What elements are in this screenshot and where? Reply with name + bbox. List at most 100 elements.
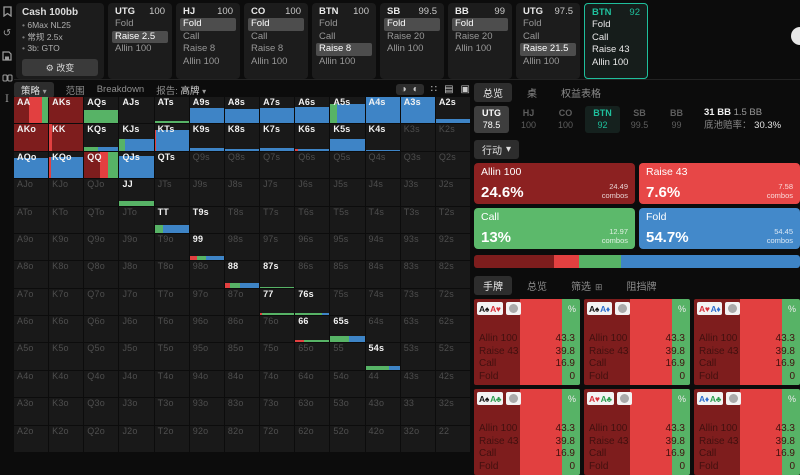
hand-cell-AKs[interactable]: AKs (49, 97, 84, 124)
hand-cell-76s[interactable]: 76s (295, 288, 330, 316)
hand-cell-Q2s[interactable]: Q2s (435, 151, 470, 179)
hand-cell-A6o[interactable]: A6o (14, 316, 49, 343)
hand-cell-Q8o[interactable]: Q8o (84, 261, 119, 288)
hand-cell-86s[interactable]: 86s (295, 261, 330, 288)
combo-cell[interactable]: A♠ A♣% Allin 100 43.3 Raise 43 39.8 Call 16.9 Fo… (474, 389, 580, 475)
hand-cell-52o[interactable]: 52o (330, 425, 365, 452)
hand-cell-75o[interactable]: 75o (260, 343, 295, 370)
hand-cell-QJo[interactable]: QJo (84, 179, 119, 206)
contrast-icon[interactable]: ◐ (412, 84, 419, 95)
hand-cell-J2s[interactable]: J2s (435, 179, 470, 206)
hand-cell-85o[interactable]: 85o (224, 343, 260, 370)
action-option[interactable]: Raise 8 (251, 43, 284, 54)
action-card-call[interactable]: Call 13% 12.97 combos (474, 208, 635, 249)
hand-cell-A3o[interactable]: A3o (14, 398, 49, 425)
hand-cell-32s[interactable]: 32s (435, 398, 470, 425)
hand-cell-Q9s[interactable]: Q9s (189, 151, 224, 179)
hand-cell-J7s[interactable]: J7s (260, 179, 295, 206)
hand-cell-94s[interactable]: 94s (365, 233, 400, 261)
hand-cell-JTs[interactable]: JTs (154, 179, 189, 206)
hand-cell-64s[interactable]: 64s (365, 316, 400, 343)
hand-cell-K4s[interactable]: K4s (365, 124, 400, 151)
hand-cell-T2s[interactable]: T2s (435, 206, 470, 233)
action-option[interactable]: Allin 100 (455, 43, 492, 54)
tab-strategy[interactable]: 策略 ▾ (14, 81, 54, 98)
hand-cell-K8s[interactable]: K8s (224, 124, 260, 151)
action-option[interactable]: Raise 21.5 (520, 43, 576, 56)
hand-cell-A4o[interactable]: A4o (14, 370, 49, 398)
hand-cell-T6s[interactable]: T6s (295, 206, 330, 233)
hand-cell-K7s[interactable]: K7s (260, 124, 295, 151)
floating-edge-button[interactable] (791, 27, 800, 45)
hand-cell-Q5o[interactable]: Q5o (84, 343, 119, 370)
hand-cell-A8s[interactable]: A8s (224, 97, 260, 124)
hand-cell-K5o[interactable]: K5o (49, 343, 84, 370)
combo-cell[interactable]: A♥ A♣% Allin 100 43.3 Raise 43 39.8 Call 16.9 Fo… (584, 389, 690, 475)
hand-cell-T6o[interactable]: T6o (154, 316, 189, 343)
action-option[interactable]: Allin 100 (592, 56, 629, 68)
hand-cell-98o[interactable]: 98o (189, 261, 224, 288)
tab-hands[interactable]: 手牌 (474, 276, 512, 295)
hand-cell-Q7o[interactable]: Q7o (84, 288, 119, 316)
action-option[interactable]: Raise 20 (455, 30, 493, 42)
action-option[interactable]: Fold (115, 18, 134, 29)
hand-cell-73o[interactable]: 73o (260, 398, 295, 425)
hand-cell-Q7s[interactable]: Q7s (260, 151, 295, 179)
hand-cell-A2s[interactable]: A2s (435, 97, 470, 124)
action-card-fold[interactable]: Fold 54.7% 54.45 combos (639, 208, 800, 249)
action-option[interactable]: Allin 100 (251, 55, 288, 67)
hand-cell-65o[interactable]: 65o (295, 343, 330, 370)
weight-indicator[interactable] (506, 392, 522, 405)
hand-cell-J4o[interactable]: J4o (119, 370, 154, 398)
hand-cell-66[interactable]: 66 (295, 316, 330, 343)
hand-cell-93o[interactable]: 93o (189, 398, 224, 425)
position-panel-utg[interactable]: UTG 97.5 Fold Call Raise 21.5 Allin 100 (516, 3, 580, 79)
position-panel-co[interactable]: CO 100 Fold Call Raise 8 Allin 100 (244, 3, 308, 79)
action-option[interactable]: Fold (384, 18, 440, 31)
hand-cell-43s[interactable]: 43s (400, 370, 435, 398)
hand-cell-99[interactable]: 99 (189, 233, 224, 261)
hand-cell-K3s[interactable]: K3s (400, 124, 435, 151)
hand-cell-J6o[interactable]: J6o (119, 316, 154, 343)
position-panel-hj[interactable]: HJ 100 Fold Call Raise 8 Allin 100 (176, 3, 240, 79)
hand-cell-J8o[interactable]: J8o (119, 261, 154, 288)
action-option[interactable]: Fold (523, 18, 542, 29)
hand-cell-Q8s[interactable]: Q8s (224, 151, 260, 179)
hand-cell-T5s[interactable]: T5s (330, 206, 365, 233)
weight-indicator[interactable] (614, 302, 630, 315)
rows-icon[interactable]: ▤ (444, 84, 454, 95)
hand-cell-J9o[interactable]: J9o (119, 233, 154, 261)
hand-cell-T5o[interactable]: T5o (154, 343, 189, 370)
hand-cell-J2o[interactable]: J2o (119, 425, 154, 452)
hand-cell-97s[interactable]: 97s (260, 233, 295, 261)
hand-cell-KK[interactable]: KK (49, 124, 84, 151)
hand-cell-ATo[interactable]: ATo (14, 206, 49, 233)
text-cursor-icon[interactable]: I (5, 94, 9, 105)
hand-cell-43o[interactable]: 43o (365, 398, 400, 425)
hand-cell-62s[interactable]: 62s (435, 316, 470, 343)
action-option[interactable]: Allin 100 (115, 43, 152, 54)
report-dropdown[interactable]: 报告: 高牌 ▾ (156, 85, 207, 97)
action-option[interactable]: Allin 100 (183, 55, 220, 67)
chip-sb[interactable]: SB 99.5 (622, 106, 657, 133)
hand-cell-K7o[interactable]: K7o (49, 288, 84, 316)
action-option[interactable]: Raise 20 (387, 30, 425, 42)
tab-overview[interactable]: 总览 (474, 83, 512, 102)
hand-cell-A5o[interactable]: A5o (14, 343, 49, 370)
hand-cell-65s[interactable]: 65s (330, 316, 365, 343)
hand-cell-Q3s[interactable]: Q3s (400, 151, 435, 179)
tab-range[interactable]: 范围 (65, 85, 85, 97)
hand-cell-T4o[interactable]: T4o (154, 370, 189, 398)
hand-cell-J3o[interactable]: J3o (119, 398, 154, 425)
hand-cell-A5s[interactable]: A5s (330, 97, 365, 124)
hand-cell-95s[interactable]: 95s (330, 233, 365, 261)
hand-cell-K5s[interactable]: K5s (330, 124, 365, 151)
hand-cell-A7o[interactable]: A7o (14, 288, 49, 316)
hand-cell-84s[interactable]: 84s (365, 261, 400, 288)
tab-breakdown[interactable]: Breakdown (96, 84, 145, 95)
hand-cell-Q5s[interactable]: Q5s (330, 151, 365, 179)
hand-cell-T8s[interactable]: T8s (224, 206, 260, 233)
hand-cell-T4s[interactable]: T4s (365, 206, 400, 233)
chip-utg[interactable]: UTG 78.5 (474, 106, 509, 133)
combo-cell[interactable]: A♦ A♣% Allin 100 43.3 Raise 43 39.8 Call 16.9 Fo… (694, 389, 800, 475)
